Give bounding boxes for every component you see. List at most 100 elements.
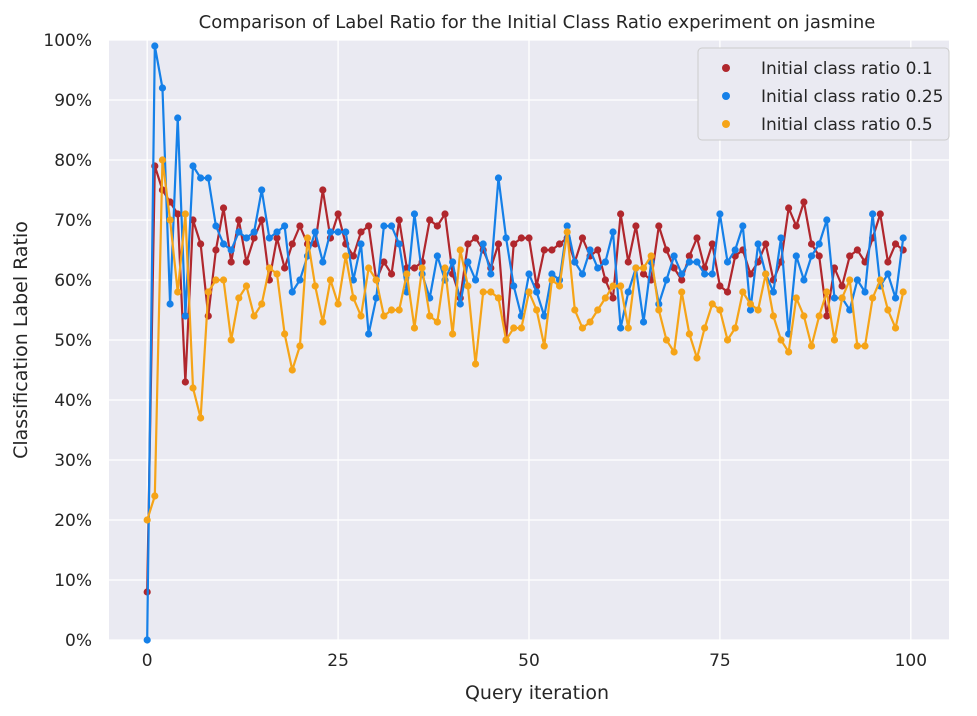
data-point (471, 360, 480, 368)
data-point (792, 252, 800, 260)
data-point (281, 264, 289, 272)
data-point (296, 342, 304, 350)
data-point (891, 324, 900, 332)
data-point (365, 330, 373, 338)
data-point (846, 306, 854, 314)
x-tick-label: 100 (895, 651, 927, 671)
data-point (617, 282, 625, 290)
data-point (242, 234, 251, 242)
y-tick-label: 10% (54, 571, 92, 591)
data-point (334, 228, 342, 236)
data-point (800, 276, 808, 284)
series-group (143, 42, 907, 644)
data-point (426, 216, 434, 224)
data-point (166, 300, 174, 308)
data-point (655, 306, 663, 314)
data-point (151, 492, 159, 500)
legend-label: Initial class ratio 0.1 (761, 59, 933, 79)
data-point (449, 258, 457, 266)
axis-ticks: 0% 10% 20% 30% 40% 50% 60% 70% 80% 90% 100% 0 25 50 75… (43, 31, 927, 671)
y-axis-title: Classification Label Ratio (10, 221, 32, 459)
data-point (746, 306, 755, 314)
data-point (754, 240, 762, 248)
data-point (456, 300, 464, 308)
data-point (387, 222, 396, 230)
data-point (143, 516, 151, 524)
data-point (639, 318, 648, 326)
data-point (242, 258, 251, 266)
data-point (273, 270, 281, 278)
data-point (861, 288, 869, 296)
data-point (219, 204, 228, 212)
data-point (578, 234, 587, 242)
y-tick-label: 20% (54, 511, 92, 531)
data-point (685, 330, 693, 338)
data-point (288, 366, 296, 374)
legend-marker (722, 64, 730, 72)
data-point (571, 306, 579, 314)
data-point (494, 294, 503, 302)
data-point (685, 252, 693, 260)
data-point (319, 318, 327, 326)
data-point (174, 210, 182, 218)
data-point (395, 306, 403, 314)
data-point (662, 336, 671, 344)
data-point (281, 330, 289, 338)
data-point (227, 336, 235, 344)
data-point (785, 348, 793, 356)
data-point (876, 210, 884, 218)
data-point (174, 114, 182, 122)
data-point (189, 384, 197, 392)
data-point (288, 288, 296, 296)
data-point (487, 288, 495, 296)
data-point (693, 234, 701, 242)
data-point (517, 234, 525, 242)
x-axis-title: Query iteration (465, 682, 609, 704)
data-point (181, 210, 189, 218)
data-point (555, 282, 564, 290)
data-point (273, 234, 281, 242)
data-point (884, 306, 892, 314)
data-point (311, 228, 319, 236)
data-point (395, 216, 403, 224)
data-point (510, 240, 518, 248)
data-point (662, 276, 671, 284)
data-point (762, 240, 770, 248)
data-point (303, 234, 312, 242)
data-point (197, 174, 205, 182)
data-point (510, 324, 518, 332)
series-line (146, 44, 905, 641)
data-point (479, 288, 487, 296)
data-point (380, 222, 388, 230)
data-point (853, 246, 861, 254)
data-point (410, 210, 419, 218)
data-point (319, 258, 327, 266)
data-point (624, 324, 632, 332)
data-point (769, 312, 777, 320)
data-point (678, 276, 686, 284)
data-point (334, 210, 342, 218)
y-tick-label: 40% (54, 391, 92, 411)
y-tick-label: 0% (65, 631, 92, 651)
data-point (456, 246, 464, 254)
data-point (609, 294, 617, 302)
data-point (800, 312, 808, 320)
data-point (235, 216, 243, 224)
data-point (433, 222, 441, 230)
data-point (777, 336, 785, 344)
data-point (777, 234, 785, 242)
data-point (601, 276, 609, 284)
data-point (563, 222, 571, 230)
legend-marker (722, 92, 730, 100)
data-point (158, 156, 167, 164)
x-tick-label: 0 (142, 651, 153, 671)
data-point (471, 276, 480, 284)
data-point (181, 378, 189, 386)
data-point (731, 246, 739, 254)
data-point (708, 240, 716, 248)
y-tick-label: 30% (54, 451, 92, 471)
data-point (785, 204, 793, 212)
data-point (639, 264, 648, 272)
data-point (823, 312, 831, 320)
data-point (372, 276, 380, 284)
